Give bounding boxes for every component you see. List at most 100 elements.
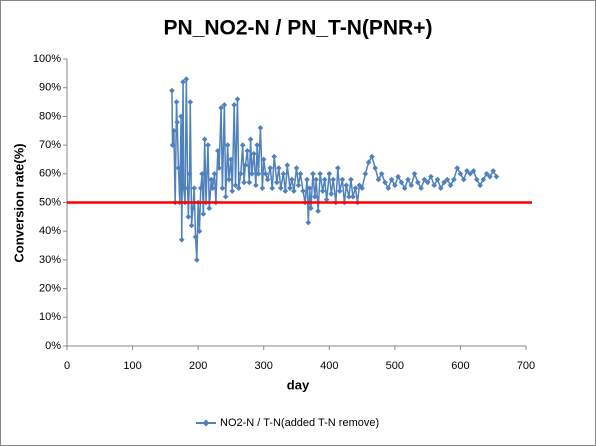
data-point bbox=[336, 188, 343, 194]
data-point bbox=[434, 176, 441, 183]
data-point bbox=[421, 176, 428, 183]
y-tick-label: 80% bbox=[39, 110, 61, 122]
y-tick-label: 0% bbox=[45, 340, 61, 352]
x-tick-label: 400 bbox=[320, 360, 338, 372]
data-point bbox=[264, 176, 271, 183]
data-point bbox=[447, 182, 454, 189]
data-point bbox=[262, 171, 269, 177]
data-point bbox=[431, 182, 437, 189]
y-tick-label: 60% bbox=[39, 168, 61, 180]
y-axis-label: Conversion rate(%) bbox=[11, 143, 26, 262]
data-point bbox=[216, 165, 222, 171]
data-point bbox=[365, 159, 372, 166]
data-point bbox=[451, 176, 457, 183]
data-point bbox=[190, 205, 196, 212]
data-point bbox=[382, 179, 388, 186]
data-point bbox=[211, 171, 218, 177]
x-tick-label: 100 bbox=[123, 360, 141, 372]
data-point bbox=[215, 148, 221, 154]
data-point bbox=[297, 171, 304, 177]
data-point bbox=[372, 165, 378, 171]
data-point bbox=[437, 185, 444, 191]
x-tick-label: 300 bbox=[255, 360, 273, 372]
data-point bbox=[254, 142, 260, 148]
data-point bbox=[241, 179, 247, 186]
data-point bbox=[237, 171, 244, 177]
data-point bbox=[277, 185, 284, 191]
data-point bbox=[231, 102, 238, 108]
data-point bbox=[315, 208, 321, 214]
data-point bbox=[305, 219, 312, 226]
data-point bbox=[405, 176, 411, 183]
data-point bbox=[246, 179, 253, 186]
data-point bbox=[369, 153, 375, 160]
data-point bbox=[415, 179, 421, 186]
x-tick-label: 200 bbox=[189, 360, 207, 372]
y-tick-label: 10% bbox=[39, 311, 61, 323]
data-point bbox=[267, 165, 274, 171]
x-tick-label: 700 bbox=[517, 360, 535, 372]
data-point bbox=[253, 182, 259, 189]
data-point bbox=[218, 104, 224, 111]
data-point bbox=[313, 176, 319, 183]
data-point bbox=[467, 171, 474, 177]
data-point bbox=[346, 193, 352, 200]
legend-marker bbox=[202, 419, 210, 427]
data-point bbox=[175, 165, 182, 171]
data-point bbox=[348, 176, 354, 183]
data-point bbox=[282, 188, 289, 194]
data-point bbox=[178, 113, 184, 120]
data-point bbox=[229, 188, 236, 194]
data-point bbox=[408, 182, 415, 189]
data-point bbox=[257, 125, 264, 131]
chart-title: PN_NO2-N / PN_T-N(PNR+) bbox=[164, 17, 433, 40]
y-tick-label: 50% bbox=[39, 196, 61, 208]
data-point bbox=[339, 176, 346, 183]
data-point bbox=[185, 214, 192, 220]
data-point bbox=[362, 171, 369, 177]
data-point bbox=[293, 165, 300, 171]
data-point bbox=[197, 185, 204, 191]
x-tick-label: 0 bbox=[64, 360, 70, 372]
data-point bbox=[191, 185, 198, 191]
data-point bbox=[221, 102, 228, 108]
data-point bbox=[251, 150, 257, 157]
data-point bbox=[209, 185, 216, 191]
y-tick-label: 70% bbox=[39, 139, 61, 151]
data-point bbox=[232, 182, 239, 189]
data-point bbox=[464, 168, 470, 174]
data-point bbox=[418, 185, 424, 191]
data-point bbox=[178, 237, 185, 243]
data-point bbox=[169, 87, 175, 94]
data-point bbox=[222, 193, 229, 200]
data-point bbox=[184, 185, 191, 191]
data-point bbox=[201, 136, 208, 143]
data-point bbox=[375, 176, 382, 183]
y-tick-label: 100% bbox=[33, 53, 61, 65]
x-tick-label: 600 bbox=[451, 360, 469, 372]
data-point bbox=[196, 228, 203, 234]
data-point bbox=[194, 257, 200, 263]
data-point bbox=[392, 182, 398, 189]
y-tick-label: 30% bbox=[39, 254, 61, 266]
legend-label: NO2-N / T-N(added T-N remove) bbox=[220, 417, 379, 429]
data-point bbox=[300, 188, 306, 194]
data-point bbox=[280, 171, 287, 177]
data-point bbox=[343, 182, 350, 189]
data-point bbox=[328, 191, 335, 197]
data-point bbox=[428, 173, 434, 180]
x-axis-label: day bbox=[287, 377, 310, 392]
data-point bbox=[186, 171, 193, 177]
data-point bbox=[242, 162, 249, 168]
data-point bbox=[306, 185, 313, 191]
data-point bbox=[169, 142, 176, 148]
data-point bbox=[457, 171, 464, 177]
data-point bbox=[295, 182, 302, 189]
data-point bbox=[454, 165, 460, 171]
data-point bbox=[228, 156, 234, 163]
data-point bbox=[247, 136, 254, 143]
data-point bbox=[319, 188, 326, 194]
data-point bbox=[326, 171, 333, 177]
data-point bbox=[192, 234, 199, 240]
